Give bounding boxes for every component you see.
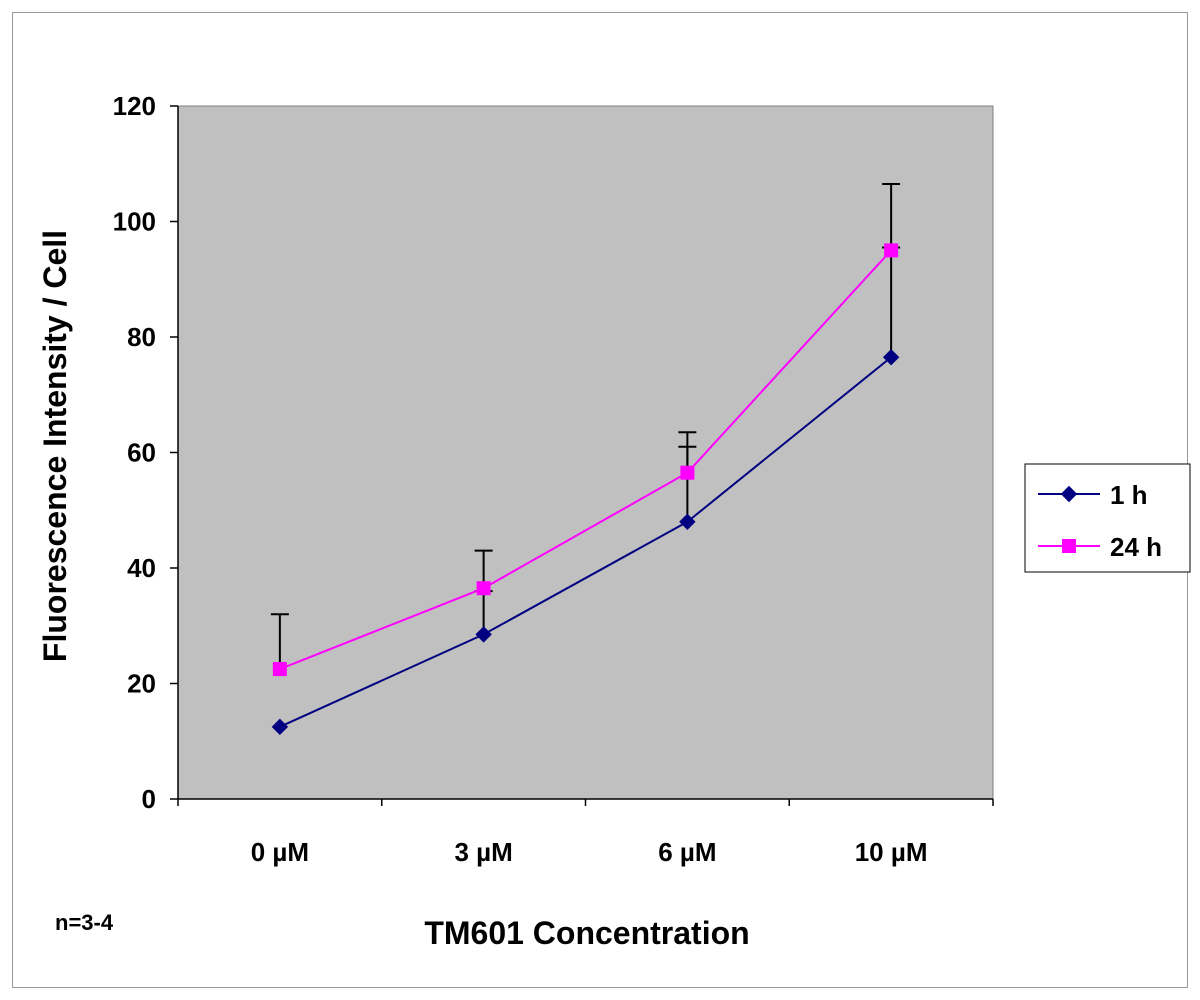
y-tick-label: 40 — [127, 553, 156, 583]
series-1-error-bars — [270, 182, 901, 670]
y-tick-label: 120 — [113, 91, 156, 121]
data-point — [680, 465, 695, 480]
legend-label: 1 h — [1110, 480, 1148, 510]
y-tick-label: 0 — [142, 784, 156, 814]
series-line — [279, 356, 892, 728]
x-tick-label: 0 µM — [251, 837, 309, 867]
legend-box — [1024, 463, 1191, 573]
x-tick-label: 6 µM — [658, 837, 716, 867]
y-axis: 0 20 40 60 80 100 120 — [113, 91, 179, 814]
data-point — [882, 349, 900, 366]
data-point — [476, 581, 491, 596]
x-axis-title: TM601 Concentration — [424, 915, 749, 951]
legend-item: 24 h — [1038, 532, 1162, 562]
sample-size-note: n=3-4 — [55, 910, 114, 935]
x-tick-label: 3 µM — [454, 837, 512, 867]
legend: 1 h 24 h — [1024, 463, 1191, 573]
x-axis: 0 µM 3 µM 6 µM 10 µM — [177, 798, 994, 867]
y-tick-label: 100 — [113, 207, 156, 237]
data-point — [884, 243, 899, 258]
y-axis-title: Fluorescence Intensity / Cell — [37, 230, 73, 662]
series-line — [279, 249, 892, 670]
data-point — [475, 626, 492, 643]
data-point — [272, 662, 287, 677]
x-tick-label: 10 µM — [855, 837, 928, 867]
legend-item: 1 h — [1038, 480, 1148, 510]
series-0 — [271, 349, 900, 736]
y-tick-label: 80 — [127, 322, 156, 352]
y-tick-label: 60 — [127, 438, 156, 468]
legend-label: 24 h — [1110, 532, 1162, 562]
plot-area — [177, 105, 994, 800]
data-point — [271, 718, 289, 736]
series-layer — [270, 182, 901, 736]
y-tick-label: 20 — [127, 669, 156, 699]
legend-marker — [1060, 485, 1078, 503]
legend-marker — [1062, 539, 1076, 553]
series-1 — [272, 243, 899, 677]
data-point — [679, 513, 696, 531]
